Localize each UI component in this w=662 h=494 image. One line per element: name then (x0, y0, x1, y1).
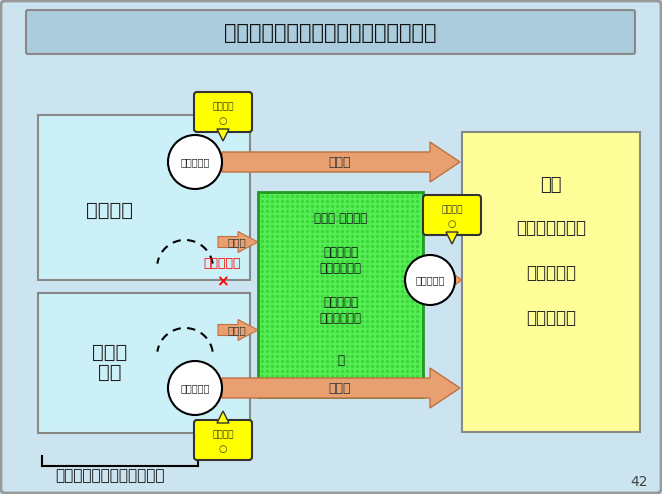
Text: 精神障害者: 精神障害者 (323, 295, 358, 308)
Text: 助成対象: 助成対象 (442, 206, 463, 214)
Text: 物品購入等: 物品購入等 (415, 275, 445, 285)
Polygon shape (423, 266, 462, 294)
Polygon shape (446, 232, 458, 244)
Text: 福祉ホーム: 福祉ホーム (526, 309, 576, 327)
Circle shape (168, 361, 222, 415)
Circle shape (168, 135, 222, 189)
Text: 地域移行支度経費支援事業の助成対象: 地域移行支度経費支援事業の助成対象 (224, 23, 436, 43)
Text: ケアホーム: ケアホーム (526, 264, 576, 282)
Text: 退院支援施設: 退院支援施設 (320, 312, 361, 325)
Polygon shape (222, 142, 460, 182)
Bar (258, 192, 423, 397)
Text: 入所・入院期間が２年以上: 入所・入院期間が２年以上 (55, 468, 164, 484)
FancyBboxPatch shape (423, 195, 481, 235)
Text: ○: ○ (218, 116, 227, 126)
Text: 退　所: 退 所 (329, 156, 352, 168)
Text: 支給しない: 支給しない (203, 256, 241, 270)
Text: 助成対象: 助成対象 (213, 102, 234, 112)
Text: 居宅: 居宅 (540, 176, 562, 194)
Text: 生活訓練施設: 生活訓練施設 (320, 261, 361, 275)
Polygon shape (218, 232, 258, 252)
Bar (38, 293, 250, 433)
Text: 退　院: 退 院 (329, 381, 352, 395)
Text: 助成対象: 助成対象 (213, 430, 234, 440)
Text: 精神障害者: 精神障害者 (323, 246, 358, 258)
Bar (462, 132, 640, 432)
Text: 等: 等 (337, 354, 344, 367)
FancyBboxPatch shape (26, 10, 635, 54)
Text: ×: × (216, 275, 228, 289)
Polygon shape (217, 129, 229, 141)
Text: 42: 42 (630, 475, 648, 489)
Text: ○: ○ (218, 444, 227, 454)
Polygon shape (218, 320, 258, 340)
Polygon shape (217, 411, 229, 423)
Text: 退　所: 退 所 (228, 237, 246, 247)
Text: ○: ○ (448, 219, 456, 229)
Text: 宿泊型 自立訓練: 宿泊型 自立訓練 (314, 211, 367, 224)
Text: 退　院: 退 院 (228, 325, 246, 335)
FancyBboxPatch shape (194, 420, 252, 460)
FancyBboxPatch shape (194, 92, 252, 132)
Text: 病院: 病院 (98, 363, 122, 381)
Text: 入所施設: 入所施設 (87, 201, 134, 219)
Text: 精神科: 精神科 (93, 342, 128, 362)
Text: 物品購入等: 物品購入等 (180, 383, 210, 393)
Circle shape (405, 255, 455, 305)
Polygon shape (222, 368, 460, 408)
Bar (38, 115, 250, 280)
Text: グループホーム: グループホーム (516, 219, 586, 237)
Text: 物品購入等: 物品購入等 (180, 157, 210, 167)
